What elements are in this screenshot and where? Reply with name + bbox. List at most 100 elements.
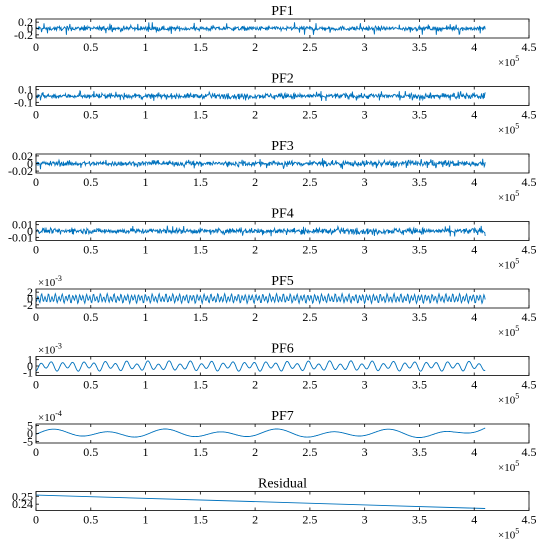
x-tick-label: 0.5	[83, 108, 98, 122]
x-tick-label: 3.5	[412, 40, 427, 54]
x-tick-label: 2.5	[302, 40, 317, 54]
y-tick-label: 0.01	[12, 218, 33, 232]
x-tick-label: 1.5	[193, 243, 208, 257]
y-tick-label: 2	[27, 285, 33, 299]
panel-title: PF5	[271, 274, 294, 289]
y-tick-label: 5	[27, 419, 33, 433]
y-tick-label: -0.02	[8, 164, 33, 178]
x-tick-label: 3	[362, 243, 368, 257]
signal-line	[35, 291, 486, 305]
x-tick-label: 1	[143, 310, 149, 324]
x-tick-label: 2.5	[302, 310, 317, 324]
x-tick-label: 2.5	[302, 513, 317, 527]
signal-line	[35, 22, 486, 36]
y-tick-label: -0.2	[14, 28, 33, 42]
panel-pf2: PF2 0 0.5 1 1.5 2 2.5 3 3.5 4 4.5×105 0.10-0.1	[14, 72, 537, 137]
x-multiplier: ×105	[498, 392, 519, 407]
y-tick-label: 0	[27, 292, 33, 306]
x-tick-label: 1	[143, 513, 149, 527]
panel-title: PF6	[271, 342, 294, 357]
x-tick-label: 2	[252, 175, 258, 189]
x-tick-label: 3.5	[412, 108, 427, 122]
x-tick-label: 2	[252, 378, 258, 392]
x-multiplier: ×105	[498, 459, 519, 474]
x-tick-label: 3	[362, 310, 368, 324]
x-tick-label: 1.5	[193, 445, 208, 459]
x-tick-label: 4.5	[522, 513, 537, 527]
y-tick-label: -2	[23, 298, 33, 312]
panel-title: PF7	[271, 409, 294, 424]
x-tick-label: 3.5	[412, 445, 427, 459]
panel-residual: Residual 0 0.5 1 1.5 2 2.5 3 3.5 4 4.5×105 0.250.24	[12, 477, 537, 542]
x-tick-label: 4	[471, 310, 477, 324]
x-tick-label: 1	[143, 445, 149, 459]
x-tick-label: 4.5	[522, 310, 537, 324]
x-tick-label: 3.5	[412, 513, 427, 527]
panel-pf3: PF3 0 0.5 1 1.5 2 2.5 3 3.5 4 4.5×105 0.020-0.02	[8, 139, 537, 204]
y-tick-label: 0	[27, 427, 33, 441]
x-tick-label: 1	[143, 378, 149, 392]
x-tick-label: 0.5	[83, 175, 98, 189]
signal-line	[35, 158, 486, 170]
x-tick-label: 2.5	[302, 445, 317, 459]
panel-pf1: PF1 0 0.5 1 1.5 2 2.5 3 3.5 4 4.5×105 0.20-0.2	[14, 4, 537, 69]
x-tick-label: 0.5	[83, 40, 98, 54]
y-tick-label: 0.2	[18, 15, 33, 29]
x-tick-label: 0	[33, 310, 39, 324]
x-tick-label: 2.5	[302, 108, 317, 122]
x-multiplier: ×105	[498, 257, 519, 272]
x-tick-label: 2.5	[302, 175, 317, 189]
x-tick-label: 0	[33, 243, 39, 257]
panel-pf7: PF7 0 0.5 1 1.5 2 2.5 3 3.5 4 4.5×105 50-5 ×10-4	[23, 409, 537, 474]
x-tick-label: 2	[252, 445, 258, 459]
x-tick-label: 2.5	[302, 243, 317, 257]
x-tick-label: 3	[362, 175, 368, 189]
x-tick-label: 4	[471, 108, 477, 122]
y-multiplier: ×10-3	[38, 274, 62, 289]
x-tick-label: 2	[252, 108, 258, 122]
x-tick-label: 0	[33, 513, 39, 527]
x-tick-label: 4	[471, 378, 477, 392]
x-tick-label: 4	[471, 513, 477, 527]
panel-title: PF2	[271, 72, 294, 87]
x-tick-label: 4	[471, 175, 477, 189]
x-tick-label: 2	[252, 513, 258, 527]
x-tick-label: 4.5	[522, 40, 537, 54]
x-multiplier: ×105	[498, 54, 519, 69]
x-tick-label: 4.5	[522, 175, 537, 189]
x-tick-label: 1.5	[193, 108, 208, 122]
y-tick-label: 0.02	[12, 149, 33, 163]
x-tick-label: 4	[471, 243, 477, 257]
y-tick-label: 0	[27, 22, 33, 36]
x-tick-label: 3.5	[412, 243, 427, 257]
x-tick-label: 1.5	[193, 175, 208, 189]
x-multiplier: ×105	[498, 122, 519, 137]
x-tick-label: 2.5	[302, 378, 317, 392]
x-tick-label: 1.5	[193, 40, 208, 54]
x-tick-label: 1	[143, 40, 149, 54]
panel-pf4: PF4 0 0.5 1 1.5 2 2.5 3 3.5 4 4.5×105 0.010-0.01	[8, 207, 537, 272]
x-tick-label: 4	[471, 445, 477, 459]
x-multiplier: ×105	[498, 527, 519, 542]
x-tick-label: 3	[362, 445, 368, 459]
x-tick-label: 0.5	[83, 243, 98, 257]
panel-title: PF4	[271, 207, 294, 222]
y-multiplier: ×10-3	[38, 342, 62, 357]
x-tick-label: 0	[33, 378, 39, 392]
x-tick-label: 2	[252, 243, 258, 257]
x-tick-label: 0.5	[83, 378, 98, 392]
x-tick-label: 4.5	[522, 243, 537, 257]
signal-line	[35, 360, 486, 372]
x-tick-label: 0	[33, 445, 39, 459]
x-tick-label: 0.5	[83, 310, 98, 324]
x-tick-label: 3	[362, 40, 368, 54]
y-tick-label: 0	[27, 224, 33, 238]
x-tick-label: 0	[33, 108, 39, 122]
y-tick-label: 0	[27, 359, 33, 373]
signal-line	[35, 427, 486, 438]
x-tick-label: 4.5	[522, 445, 537, 459]
x-tick-label: 3.5	[412, 378, 427, 392]
x-tick-label: 3	[362, 378, 368, 392]
